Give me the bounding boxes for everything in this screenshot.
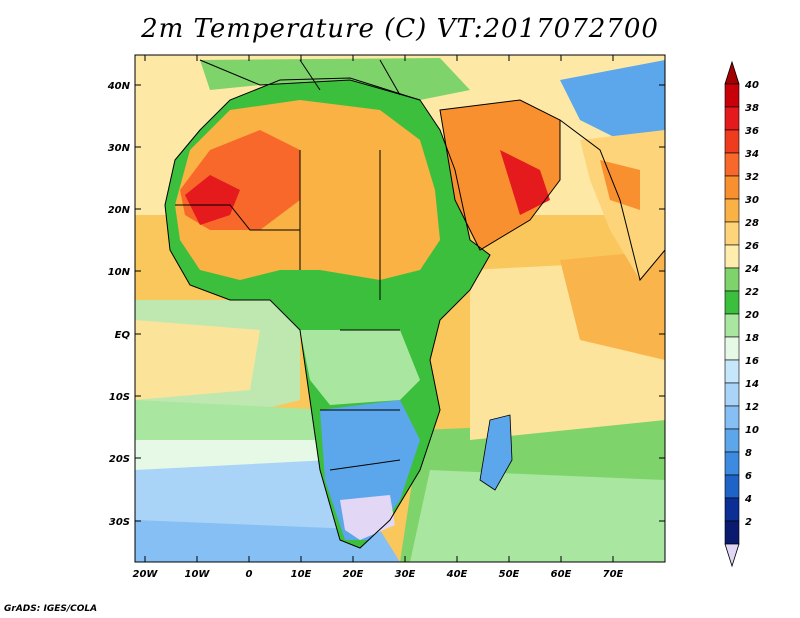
colorbar-label: 34 — [745, 149, 759, 160]
colorbar-label: 6 — [745, 471, 752, 482]
lon-label: 10W — [185, 569, 211, 580]
colorbar-label: 40 — [744, 80, 759, 91]
lat-label: 10N — [108, 267, 131, 278]
colorbar-swatch — [724, 336, 740, 361]
colorbar-swatch — [724, 359, 740, 384]
lon-label: 0 — [246, 569, 253, 580]
colorbar-label: 30 — [745, 195, 759, 206]
land-eurasia — [200, 58, 665, 280]
coastlines — [164, 59, 666, 549]
colorbar-label: 20 — [745, 310, 759, 321]
colorbar-swatch — [724, 244, 740, 269]
land-africa — [165, 78, 490, 548]
lon-label: 40E — [446, 569, 468, 580]
colorbar-swatch — [724, 428, 740, 453]
colorbar-top-arrow — [724, 60, 740, 85]
lat-label: 30N — [108, 143, 131, 154]
colorbar-label: 10 — [745, 425, 759, 436]
colorbar-label: 12 — [745, 402, 759, 413]
lat-label: 20N — [108, 205, 131, 216]
colorbar-swatch — [724, 152, 740, 177]
colorbar-label: 14 — [745, 379, 759, 390]
lon-label: 30E — [395, 569, 416, 580]
lon-label: 10E — [291, 569, 312, 580]
colorbar-legend: 40 38 36 34 32 30 28 26 24 22 20 18 16 14 12 10 8 6 4 2 — [724, 60, 759, 568]
colorbar-swatch — [724, 198, 740, 223]
colorbar-label: 38 — [745, 103, 759, 114]
colorbar-label: 24 — [745, 264, 759, 275]
colorbar-swatch — [724, 497, 740, 522]
colorbar-swatch — [724, 313, 740, 338]
lon-label: 70E — [603, 569, 624, 580]
lon-label: 50E — [499, 569, 520, 580]
colorbar-swatch — [724, 129, 740, 154]
lat-label: 20S — [109, 454, 130, 465]
credit-text: GrADS: IGES/COLA — [4, 604, 98, 614]
colorbar-swatch — [724, 175, 740, 200]
colorbar-label: 18 — [745, 333, 759, 344]
madagascar — [479, 414, 513, 491]
colorbar-swatch — [724, 451, 740, 476]
colorbar-label: 36 — [745, 126, 759, 137]
lat-label: 40N — [107, 81, 131, 92]
lat-label: 30S — [109, 517, 130, 528]
colorbar-swatch — [724, 290, 740, 315]
colorbar-swatch — [724, 520, 740, 545]
lon-label: 60E — [551, 569, 572, 580]
colorbar-label: 4 — [744, 494, 752, 505]
colorbar-label: 8 — [745, 448, 752, 459]
colorbar-label: 26 — [745, 241, 759, 252]
colorbar-swatch — [724, 267, 740, 292]
colorbar-label: 2 — [745, 517, 752, 528]
lat-label: 10S — [109, 392, 130, 403]
map-border — [134, 54, 666, 563]
lat-label: EQ — [115, 330, 131, 341]
colorbar-label: 28 — [745, 218, 759, 229]
colorbar-label: 32 — [745, 172, 759, 183]
longitude-axis: 20W 10W 0 10E 20E 30E 40E 50E 60E 70E — [133, 55, 624, 580]
colorbar-bottom-arrow — [724, 543, 740, 568]
colorbar-swatch — [724, 405, 740, 430]
colorbar-swatch — [724, 221, 740, 246]
colorbar-swatch — [724, 83, 740, 108]
colorbar-swatch — [724, 474, 740, 499]
colorbar-swatch — [724, 106, 740, 131]
colorbar-label: 16 — [745, 356, 759, 367]
latitude-axis: 40N 30N 20N 10N EQ 10S 20S 30S — [107, 81, 665, 528]
colorbar-label: 22 — [745, 287, 759, 298]
lon-label: 20W — [133, 569, 159, 580]
lon-label: 20E — [343, 569, 364, 580]
colorbar-swatch — [724, 382, 740, 407]
map-title: 2m Temperature (C) VT:2017072700 — [141, 14, 659, 44]
